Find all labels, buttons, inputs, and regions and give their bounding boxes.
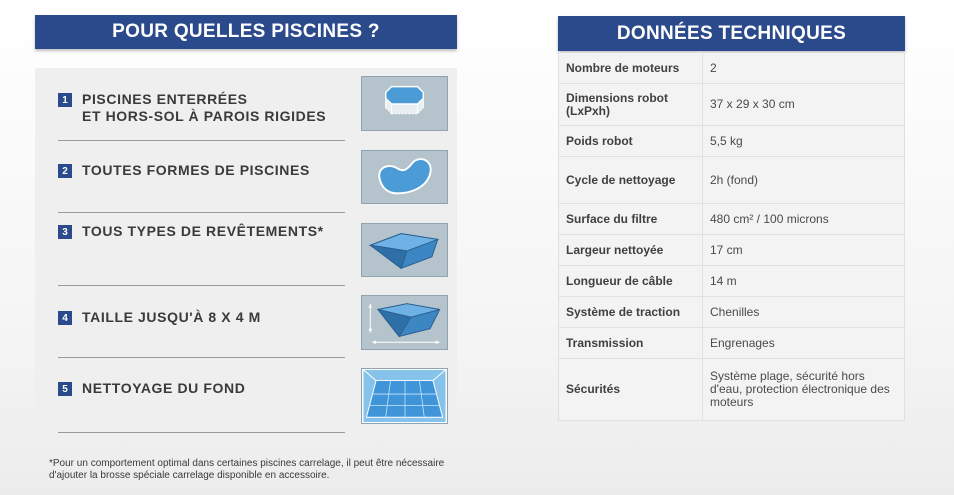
technical-data-title: DONNÉES TECHNIQUES (616, 22, 847, 44)
spec-key: Largeur nettoyée (558, 234, 703, 266)
table-row: Poids robot 5,5 kg (558, 125, 905, 157)
spec-value: 480 cm² / 100 microns (702, 203, 905, 235)
feature-number: 4 (58, 311, 72, 325)
feature-item-1: 1 PISCINES ENTERRÉES ET HORS-SOL À PAROI… (58, 91, 345, 141)
spec-value: 37 x 29 x 30 cm (702, 83, 905, 126)
table-row: Nombre de moteurs 2 (558, 52, 905, 84)
feature-label: TOUTES FORMES DE PISCINES (82, 162, 310, 178)
table-row: Longueur de câble 14 m (558, 265, 905, 297)
pool-floor-icon (361, 368, 448, 424)
spec-key: Système de traction (558, 296, 703, 328)
spec-value: 2 (702, 52, 905, 84)
table-row: Transmission Engrenages (558, 327, 905, 359)
pool-types-title: POUR QUELLES PISCINES ? (112, 21, 380, 42)
table-row: Surface du filtre 480 cm² / 100 microns (558, 203, 905, 235)
spec-value: Système plage, sécurité hors d'eau, prot… (702, 358, 905, 421)
table-row: Sécurités Système plage, sécurité hors d… (558, 358, 905, 421)
feature-number: 2 (58, 164, 72, 178)
technical-data-header: DONNÉES TECHNIQUES (558, 16, 905, 51)
feature-number: 5 (58, 382, 72, 396)
feature-item-3: 3 TOUS TYPES DE REVÊTEMENTS* (58, 223, 345, 286)
feature-label: NETTOYAGE DU FOND (82, 380, 246, 396)
spec-key: Nombre de moteurs (558, 52, 703, 84)
spec-value: Chenilles (702, 296, 905, 328)
spec-key: Dimensions robot (LxPxh) (558, 83, 703, 126)
feature-item-5: 5 NETTOYAGE DU FOND (58, 380, 345, 433)
technical-data-table: Nombre de moteurs 2 Dimensions robot (Lx… (558, 52, 905, 421)
spec-value: 5,5 kg (702, 125, 905, 157)
table-row: Système de traction Chenilles (558, 296, 905, 328)
pool-types-panel: 1 PISCINES ENTERRÉES ET HORS-SOL À PAROI… (35, 68, 457, 438)
freeform-pool-icon (361, 150, 448, 204)
spec-key: Longueur de câble (558, 265, 703, 297)
spec-value: Engrenages (702, 327, 905, 359)
table-row: Largeur nettoyée 17 cm (558, 234, 905, 266)
spec-value: 17 cm (702, 234, 905, 266)
spec-value: 14 m (702, 265, 905, 297)
spec-key: Sécurités (558, 358, 703, 421)
feature-label: TAILLE JUSQU'À 8 X 4 M (82, 309, 261, 325)
feature-number: 1 (58, 93, 72, 107)
pool-types-header: POUR QUELLES PISCINES ? (35, 15, 457, 49)
pool-dimensions-icon (361, 295, 448, 350)
octagonal-pool-icon (361, 76, 448, 131)
feature-label: TOUS TYPES DE REVÊTEMENTS* (82, 223, 324, 239)
table-row: Dimensions robot (LxPxh) 37 x 29 x 30 cm (558, 83, 905, 126)
table-row: Cycle de nettoyage 2h (fond) (558, 156, 905, 204)
pool-liner-icon (361, 223, 448, 277)
spec-key: Poids robot (558, 125, 703, 157)
spec-value: 2h (fond) (702, 156, 905, 204)
footnote: *Pour un comportement optimal dans certa… (49, 458, 445, 481)
spec-key: Surface du filtre (558, 203, 703, 235)
feature-number: 3 (58, 225, 72, 239)
feature-label: PISCINES ENTERRÉES ET HORS-SOL À PAROIS … (82, 91, 327, 124)
spec-key: Cycle de nettoyage (558, 156, 703, 204)
feature-item-2: 2 TOUTES FORMES DE PISCINES (58, 162, 345, 213)
feature-item-4: 4 TAILLE JUSQU'À 8 X 4 M (58, 309, 345, 358)
spec-key: Transmission (558, 327, 703, 359)
